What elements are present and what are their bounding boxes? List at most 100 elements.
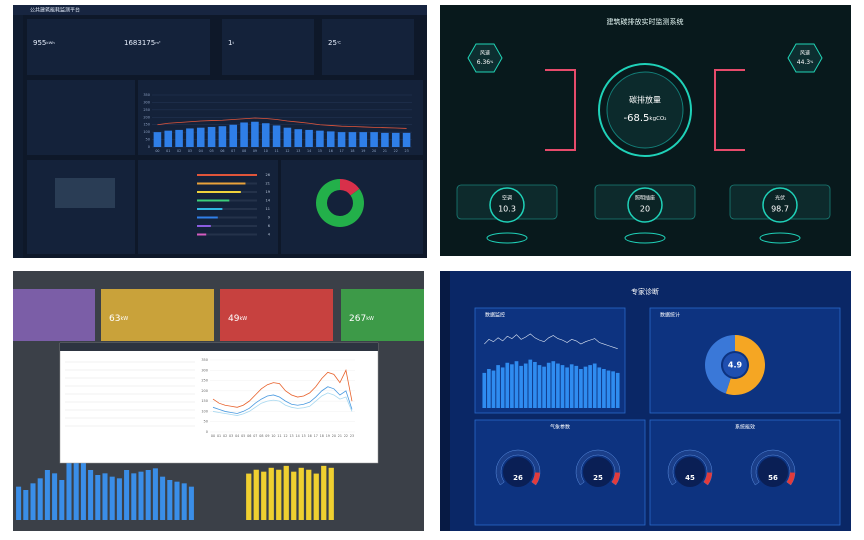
bar [186,128,194,147]
bar [16,486,22,520]
progress-value: 19 [266,190,270,194]
value: -68.5 [624,113,650,124]
x-tick-label: 10 [271,434,275,438]
gauge-value: 26 [513,474,523,482]
y-tick-label: 150 [143,123,150,127]
bar [145,470,151,520]
gauge-face [583,457,613,487]
x-tick-label: 03 [229,434,233,438]
donut-slice [725,335,765,395]
value: 1 [228,39,232,47]
y-tick-label: 250 [201,379,208,383]
bar [316,130,324,147]
bar [164,130,173,147]
donut-slice [316,179,364,228]
x-tick-label: 09 [253,149,257,153]
x-tick-label: 18 [320,434,324,438]
progress-value: 9 [268,216,270,220]
card [222,19,314,75]
bar [240,122,248,147]
card-value: 25℃ [328,39,342,47]
line [484,333,618,350]
value: 955 [33,39,46,47]
bar [306,469,312,520]
building-image [55,178,115,208]
x-tick-label: 11 [274,149,278,153]
ring [598,63,692,157]
bar [291,471,297,520]
y-tick-label: 50 [204,420,208,424]
progress-value: 14 [266,199,271,203]
x-tick-label: 03 [188,149,192,153]
bar [326,131,335,147]
value: -68.5kgCO₂ [624,113,667,124]
bar [565,367,569,408]
bar [551,361,556,408]
x-tick-label: 02 [223,434,227,438]
x-tick-label: 14 [296,434,300,438]
unit: kWh [46,40,55,45]
y-tick-label: 0 [206,430,208,434]
bar [370,132,378,147]
bar [30,483,36,520]
gauge-red [703,472,712,485]
bar [569,364,574,408]
card [101,289,214,341]
title: 公共建筑能耗监测平台 [30,7,80,14]
label: 风速 [480,51,490,57]
sidebar [13,15,23,258]
bar [23,490,29,520]
bar [251,121,259,147]
bar [606,370,611,408]
progress-track [197,233,257,236]
x-tick-label: 20 [372,149,376,153]
x-tick-label: 12 [283,434,287,438]
y-tick-label: 350 [201,358,208,362]
bar [131,473,137,520]
bar [588,365,592,408]
bar [359,132,368,147]
x-tick-label: 00 [211,434,215,438]
bar [574,365,579,408]
node-base [759,232,801,244]
x-tick-label: 10 [264,149,268,153]
bar [73,461,79,520]
bar [491,370,496,408]
bar [80,456,86,520]
card-value: 267kW [349,314,374,324]
x-tick-label: 04 [199,149,203,153]
gauge-face [675,457,705,487]
x-tick-label: 18 [350,149,354,153]
y-tick-label: 350 [143,93,150,97]
card [13,289,95,341]
bar [519,365,523,408]
x-tick-label: 01 [217,434,221,438]
bar [124,470,130,520]
bar [602,369,606,408]
bar [505,362,510,408]
x-tick-label: 05 [241,434,245,438]
line [212,386,353,414]
progress-bar [197,182,246,185]
bar [174,481,180,520]
bar [583,366,588,408]
progress-value: 21 [266,182,270,186]
bar [175,129,183,147]
unit: % [810,60,813,64]
bar [328,467,334,520]
value: 25 [328,39,337,47]
gauge-value: 25 [593,474,603,482]
x-tick-label: 16 [308,434,312,438]
bar [59,480,65,520]
x-tick-label: 05 [209,149,213,153]
bar [95,475,101,520]
progress-track [197,208,257,210]
x-tick-label: 21 [383,149,387,153]
bar [188,486,194,520]
card-value: 955kWh [33,39,55,47]
label: 风速 [800,51,810,57]
card [27,80,135,155]
bar [537,365,542,408]
bar [381,132,389,147]
